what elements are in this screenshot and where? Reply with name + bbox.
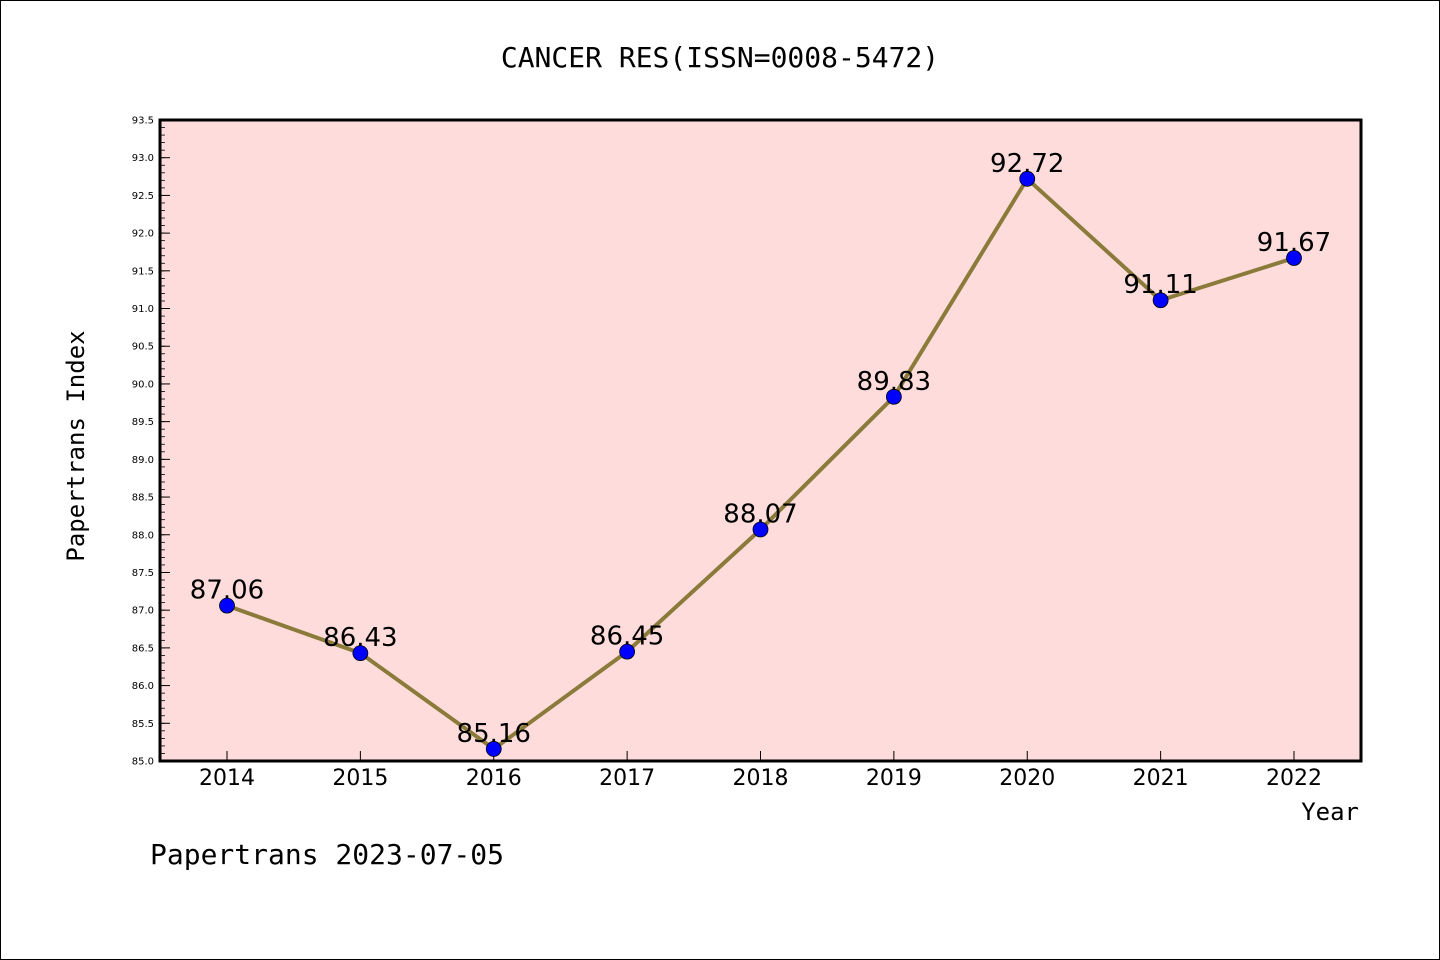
y-tick-label: 86.0 <box>132 681 154 692</box>
y-tick-label: 91.5 <box>132 266 154 277</box>
x-tick-label: 2014 <box>199 766 255 791</box>
y-tick-label: 89.5 <box>132 417 154 428</box>
y-tick-label: 85.0 <box>132 757 154 768</box>
x-tick-label: 2019 <box>866 766 922 791</box>
y-tick-label: 91.0 <box>132 304 154 315</box>
y-tick-label: 92.5 <box>132 191 154 202</box>
x-tick-label: 2022 <box>1266 766 1322 791</box>
data-label: 91.11 <box>1123 270 1197 300</box>
data-label: 86.43 <box>323 623 397 653</box>
x-tick-label: 2020 <box>999 766 1055 791</box>
data-point <box>1019 170 1036 187</box>
y-tick-label: 93.5 <box>132 116 154 127</box>
data-point <box>352 645 369 662</box>
x-axis-ticks: 2014 2015 2016 2017 2018 2019 2020 2021 2022 <box>199 751 1322 791</box>
plot-border <box>158 118 1363 763</box>
y-tick-label: 90.5 <box>132 342 154 353</box>
data-point <box>885 388 902 405</box>
x-tick-label: 2018 <box>733 766 789 791</box>
y-tick-label: 88.0 <box>132 530 154 541</box>
y-tick-label: 90.0 <box>132 379 154 390</box>
data-point <box>219 597 235 614</box>
data-label: 88.07 <box>723 499 797 529</box>
y-tick-label: 88.5 <box>132 493 154 504</box>
x-tick-label: 2017 <box>599 766 655 791</box>
y-tick-label: 93.0 <box>132 153 154 164</box>
plot-area <box>160 120 1361 761</box>
data-point <box>485 741 502 757</box>
data-point <box>1152 292 1169 309</box>
y-axis-ticks: 85.0 85.5 86.0 86.5 87.0 87.5 88.0 88.5 89.0 89.5… <box>132 116 170 768</box>
x-tick-label: 2016 <box>466 766 522 791</box>
x-tick-label: 2021 <box>1133 766 1189 791</box>
data-label: 89.83 <box>857 367 931 397</box>
y-tick-label: 89.0 <box>132 455 154 466</box>
x-axis-label: Year <box>1301 798 1359 826</box>
y-axis-label: Papertrans Index <box>62 330 90 561</box>
data-label: 92.72 <box>990 149 1064 179</box>
data-point <box>752 521 769 538</box>
data-label: 86.45 <box>590 622 664 652</box>
y-tick-label: 87.0 <box>132 606 154 617</box>
y-tick-label: 92.0 <box>132 229 154 240</box>
data-point <box>1286 250 1302 266</box>
y-tick-label: 85.5 <box>132 719 154 730</box>
x-tick-label: 2015 <box>332 766 388 791</box>
series-layer: 87.06 86.43 85.16 86.45 88.07 89.83 92.72 91.11… <box>190 149 1331 757</box>
data-label: 91.67 <box>1257 228 1331 258</box>
data-label: 85.16 <box>457 719 531 749</box>
y-tick-label: 86.5 <box>132 643 154 654</box>
y-tick-label: 87.5 <box>132 568 154 579</box>
data-point <box>619 643 636 660</box>
footer-text: Papertrans 2023-07-05 <box>150 838 504 871</box>
chart-title: CANCER RES(ISSN=0008-5472) <box>501 41 939 74</box>
data-label: 87.06 <box>190 576 264 606</box>
